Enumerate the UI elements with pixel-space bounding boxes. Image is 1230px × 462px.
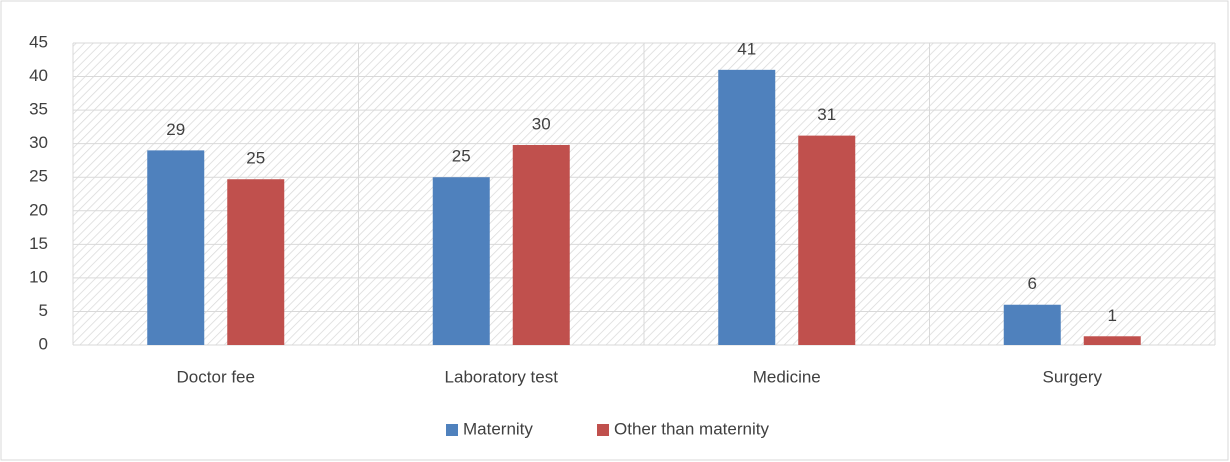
y-tick-label: 20 — [29, 200, 48, 219]
legend-label: Other than maternity — [614, 419, 769, 438]
data-label: 25 — [246, 149, 265, 168]
legend-swatch — [597, 424, 609, 436]
data-label: 25 — [452, 147, 471, 166]
x-tick-label: Surgery — [1042, 367, 1102, 386]
y-tick-label: 45 — [29, 32, 48, 51]
bar — [718, 69, 776, 345]
data-label: 29 — [166, 120, 185, 139]
data-label: 30 — [532, 114, 551, 133]
x-tick-label: Doctor fee — [177, 367, 255, 386]
data-label: 6 — [1028, 274, 1037, 293]
x-tick-label: Medicine — [753, 367, 821, 386]
y-tick-label: 15 — [29, 234, 48, 253]
y-tick-label: 10 — [29, 267, 48, 286]
data-label: 41 — [737, 39, 756, 58]
x-tick-label: Laboratory test — [445, 367, 559, 386]
y-tick-label: 35 — [29, 100, 48, 119]
legend-swatch — [446, 424, 458, 436]
bar — [512, 145, 570, 345]
bar — [227, 179, 285, 345]
y-tick-label: 5 — [39, 301, 48, 320]
y-tick-label: 40 — [29, 66, 48, 85]
y-tick-label: 25 — [29, 167, 48, 186]
y-tick-label: 30 — [29, 133, 48, 152]
bar — [1003, 304, 1061, 345]
legend-label: Maternity — [463, 419, 533, 438]
bar — [432, 177, 490, 345]
y-tick-label: 0 — [39, 334, 48, 353]
bar — [147, 150, 205, 345]
bar — [798, 135, 856, 345]
bar — [1083, 336, 1141, 345]
data-label: 31 — [817, 105, 836, 124]
data-label: 1 — [1108, 306, 1117, 325]
